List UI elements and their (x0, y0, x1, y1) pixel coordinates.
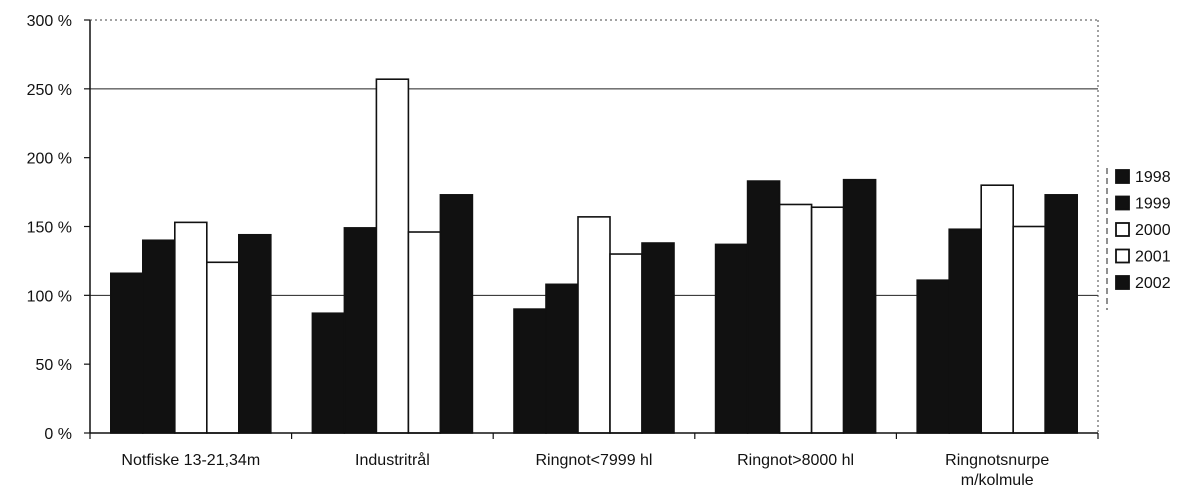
x-category-label: Industritrål (355, 451, 430, 469)
bar-2001 (407, 231, 442, 434)
legend-label: 2001 (1135, 249, 1171, 266)
x-category-label-line: Ringnot<7999 hl (536, 452, 653, 469)
bar-2002 (439, 194, 474, 434)
bar-1999 (142, 239, 176, 434)
bar-1998 (714, 243, 749, 434)
y-tick-label: 300 % (27, 13, 72, 30)
bar-1999 (948, 228, 983, 434)
bar-2000 (778, 203, 813, 434)
y-tick-label: 250 % (27, 82, 72, 99)
bar-1998 (513, 308, 547, 434)
legend-swatch-2000 (1115, 222, 1130, 237)
legend-swatch-1998 (1115, 169, 1130, 184)
x-category-label-line: Ringnotsnurpe (945, 452, 1049, 469)
legend-swatch-2002 (1115, 275, 1130, 290)
legend-label: 2002 (1135, 275, 1171, 292)
x-category-label-line: m/kolmule (961, 472, 1034, 489)
bar-1999 (545, 283, 579, 434)
x-category-label-line: Ringnot>8000 hl (737, 452, 854, 469)
bar-2000 (375, 78, 410, 434)
bar-2001 (609, 253, 643, 434)
y-tick-label: 100 % (27, 288, 72, 305)
legend-swatch-2001 (1115, 248, 1130, 264)
bar-2001 (810, 206, 845, 434)
bar-2000 (577, 216, 611, 434)
x-category-label: Ringnot<7999 hl (536, 452, 653, 469)
bar-1999 (746, 180, 781, 434)
x-category-label: Notfiske 13-21,34m (121, 452, 260, 469)
y-tick-label: 50 % (36, 357, 72, 374)
bar-2001 (1012, 225, 1047, 434)
x-axis-labels: Notfiske 13-21,34m Industritrål Ringnot<79… (121, 451, 1049, 489)
legend: 1998 1999 2000 2001 2002 (1106, 168, 1171, 310)
y-tick-label: 150 % (27, 220, 72, 237)
y-axis-ticks: 0 % 50 % 100 % 150 % 200 % 250 % 300 % (27, 13, 90, 443)
bar-2002 (641, 242, 675, 434)
bar-2000 (174, 221, 208, 434)
bar-2002 (842, 178, 877, 434)
bar-2000 (980, 184, 1015, 434)
bar-1998 (110, 272, 144, 434)
x-category-label: Ringnot>8000 hl (737, 452, 854, 469)
y-tick-label: 200 % (27, 151, 72, 168)
bar-1999 (343, 227, 378, 434)
legend-swatch-1999 (1115, 195, 1130, 211)
legend-label: 2000 (1135, 222, 1171, 239)
x-category-label-line: Notfiske 13-21,34m (121, 452, 260, 469)
x-category-label: Ringnotsnurpe m/kolmule (945, 452, 1049, 489)
bar-1998 (916, 279, 951, 434)
bar-1998 (311, 312, 346, 434)
y-tick-label: 0 % (44, 426, 72, 443)
bars (110, 78, 1078, 434)
legend-label: 1998 (1135, 169, 1171, 186)
bar-2001 (206, 261, 240, 434)
bar-2002 (1044, 194, 1078, 434)
x-category-label-line: Industritrål (355, 451, 430, 469)
bar-2002 (238, 233, 272, 434)
legend-label: 1999 (1135, 196, 1171, 213)
